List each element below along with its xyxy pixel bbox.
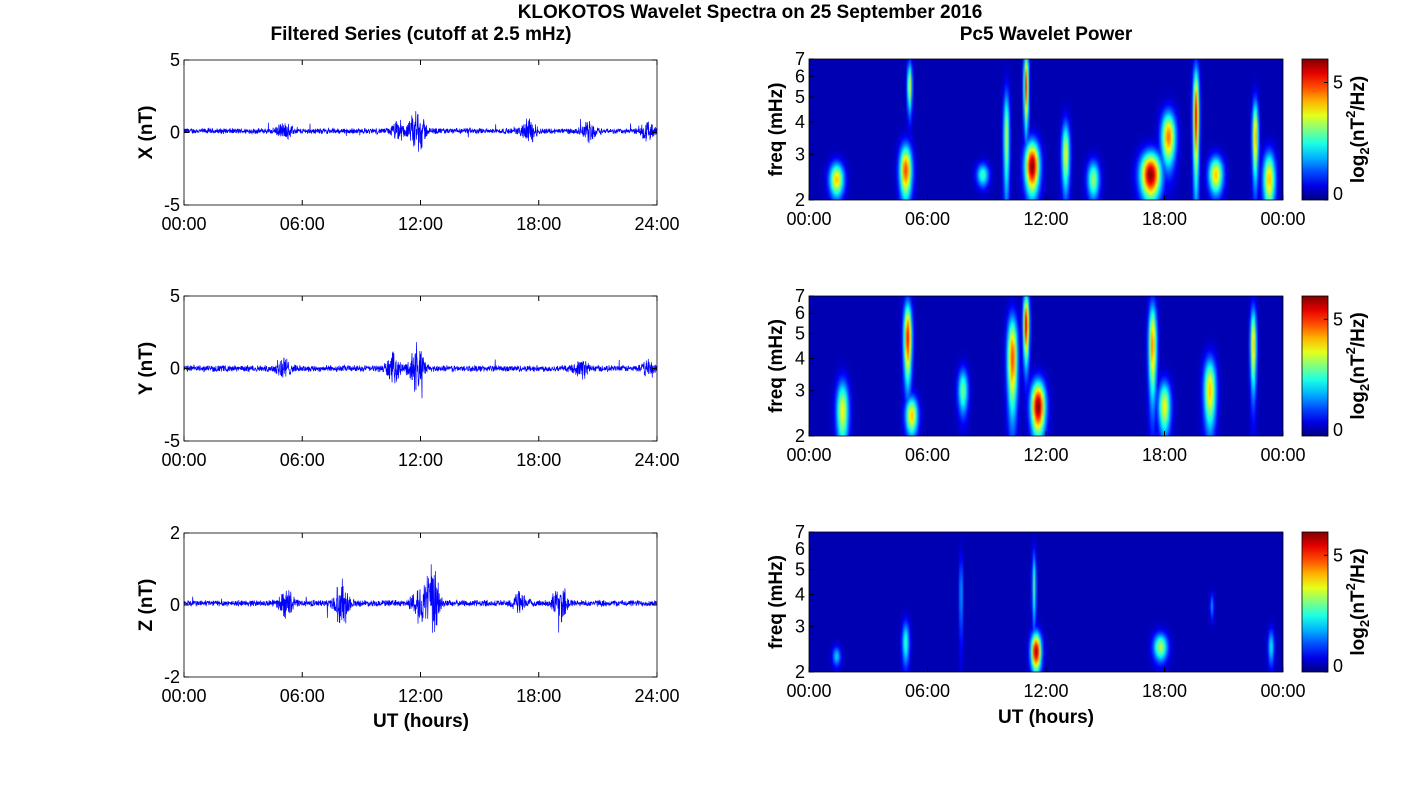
y-tick-label: 2	[795, 662, 805, 682]
y-axis-label: Y (nT)	[136, 342, 157, 395]
y-tick-label: 0	[170, 595, 180, 615]
y-axis-label: freq (mHz)	[766, 319, 787, 413]
colorbar-tick-label: 0	[1333, 420, 1343, 440]
x-tick-label: 18:00	[516, 214, 561, 234]
y-tick-label: 3	[795, 617, 805, 637]
x-tick-label: 18:00	[1142, 445, 1187, 465]
x-tick-label: 18:00	[516, 686, 561, 706]
series-panel-x: 5 0 -500:00 06:00 12:00 18:00 24:00 X (nT)	[136, 50, 680, 234]
y-tick-label: 5	[795, 324, 805, 344]
x-tick-label: 18:00	[516, 450, 561, 470]
y-tick-label: 2	[795, 426, 805, 446]
x-tick-label: 00:00	[786, 445, 831, 465]
y-tick-label: 4	[795, 349, 805, 369]
colorbar	[1301, 531, 1329, 673]
left-column-title: Filtered Series (cutoff at 2.5 mHz)	[271, 24, 572, 45]
right-x-axis-label: UT (hours)	[998, 707, 1094, 728]
y-tick-label: 2	[795, 190, 805, 210]
colorbar-tick-label: 5	[1333, 309, 1343, 329]
figure-suptitle: KLOKOTOS Wavelet Spectra on 25 September…	[518, 2, 983, 23]
y-tick-label: 5	[170, 286, 180, 306]
colorbar-label: log2(nT2/Hz)	[1343, 548, 1372, 655]
y-tick-label: 7	[795, 49, 805, 69]
x-tick-label: 00:00	[786, 209, 831, 229]
y-axis-label: Z (nT)	[136, 579, 157, 632]
x-tick-label: 06:00	[905, 209, 950, 229]
y-tick-label: 5	[795, 560, 805, 580]
x-tick-label: 12:00	[1023, 209, 1068, 229]
colorbar-tick-label: 5	[1333, 545, 1343, 565]
x-tick-label: 00:00	[1260, 681, 1305, 701]
wavelet-power-map	[809, 59, 1283, 200]
wavelet-power-map	[809, 532, 1283, 672]
x-tick-label: 18:00	[1142, 681, 1187, 701]
y-tick-label: 6	[795, 539, 805, 559]
colorbar	[1301, 295, 1329, 437]
x-tick-label: 06:00	[280, 686, 325, 706]
y-tick-label: -2	[164, 667, 180, 687]
x-tick-label: 06:00	[280, 214, 325, 234]
y-tick-label: -5	[164, 431, 180, 451]
x-tick-label: 06:00	[280, 450, 325, 470]
y-tick-label: 5	[795, 87, 805, 107]
x-tick-label: 00:00	[1260, 445, 1305, 465]
y-tick-label: 3	[795, 381, 805, 401]
y-tick-label: 4	[795, 112, 805, 132]
x-tick-label: 12:00	[398, 450, 443, 470]
y-tick-label: 6	[795, 66, 805, 86]
series-panel-y: 5 0 -500:00 06:00 12:00 18:00 24:00 Y (nT)	[136, 286, 680, 470]
y-tick-label: 7	[795, 286, 805, 306]
y-tick-label: -5	[164, 195, 180, 215]
y-tick-label: 7	[795, 522, 805, 542]
colorbar-tick-label: 0	[1333, 656, 1343, 676]
x-tick-label: 06:00	[905, 681, 950, 701]
series-trace-z	[183, 564, 658, 633]
y-tick-label: 2	[170, 523, 180, 543]
series-panel-z: 2 0 -200:00 06:00 12:00 18:00 24:00 Z (nT)	[136, 523, 680, 706]
series-trace-y	[183, 342, 658, 399]
x-tick-label: 06:00	[905, 445, 950, 465]
x-tick-label: 24:00	[634, 450, 679, 470]
x-tick-label: 24:00	[634, 214, 679, 234]
x-tick-label: 00:00	[786, 681, 831, 701]
x-tick-label: 12:00	[398, 214, 443, 234]
x-tick-label: 12:00	[398, 686, 443, 706]
left-x-axis-label: UT (hours)	[373, 711, 469, 732]
right-column-title: Pc5 Wavelet Power	[960, 24, 1133, 45]
y-axis-label: freq (mHz)	[766, 83, 787, 177]
y-axis-label: freq (mHz)	[766, 555, 787, 649]
colorbar-tick-label: 5	[1333, 73, 1343, 93]
colorbar-label: log2(nT2/Hz)	[1343, 312, 1372, 419]
x-tick-label: 00:00	[161, 214, 206, 234]
y-tick-label: 5	[170, 50, 180, 70]
y-axis-label: X (nT)	[136, 106, 157, 160]
y-tick-label: 3	[795, 144, 805, 164]
colorbar	[1301, 58, 1329, 201]
x-tick-label: 00:00	[1260, 209, 1305, 229]
series-trace-x	[183, 111, 658, 152]
x-tick-label: 24:00	[634, 686, 679, 706]
colorbar-tick-label: 0	[1333, 184, 1343, 204]
y-tick-label: 6	[795, 303, 805, 323]
x-tick-label: 12:00	[1023, 681, 1068, 701]
y-tick-label: 0	[170, 123, 180, 143]
wavelet-power-map	[809, 296, 1283, 436]
x-tick-label: 18:00	[1142, 209, 1187, 229]
colorbar-label: log2(nT2/Hz)	[1343, 76, 1372, 183]
x-tick-label: 12:00	[1023, 445, 1068, 465]
x-tick-label: 00:00	[161, 686, 206, 706]
x-tick-label: 00:00	[161, 450, 206, 470]
y-tick-label: 4	[795, 585, 805, 605]
y-tick-label: 0	[170, 359, 180, 379]
